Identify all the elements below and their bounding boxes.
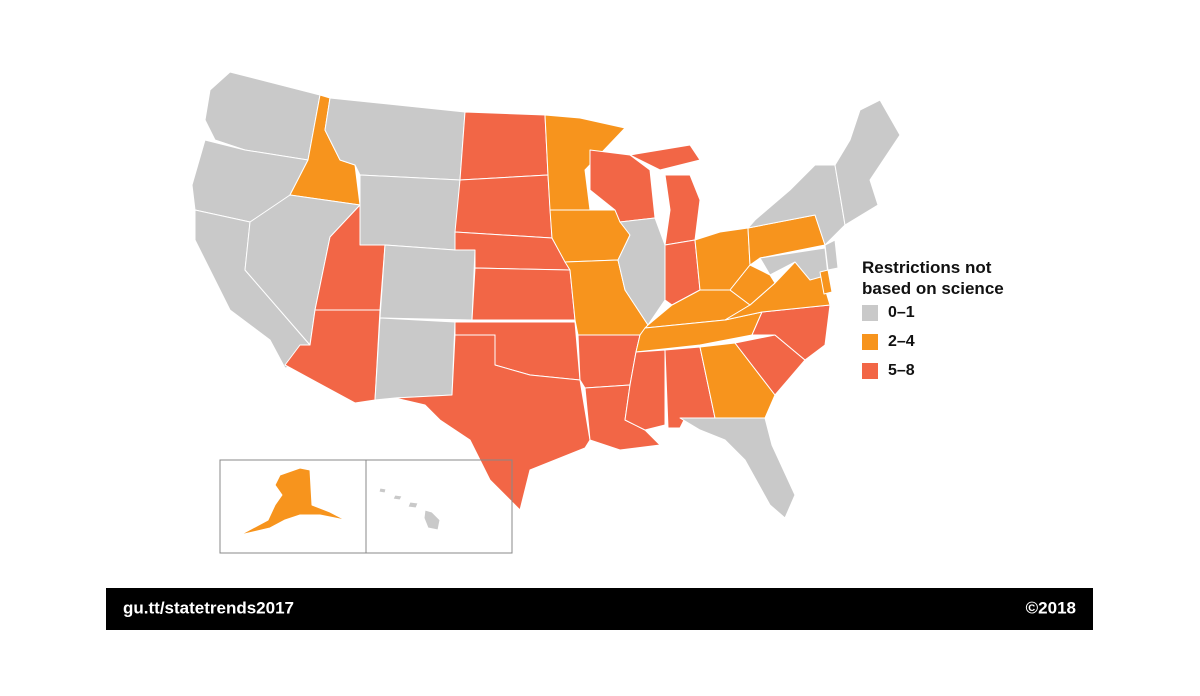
- legend-title: based on science: [862, 279, 1004, 298]
- legend-swatch: [862, 305, 878, 321]
- inset-alaska: [219, 459, 367, 554]
- state: [699, 342, 776, 419]
- legend-label: 5–8: [888, 362, 915, 379]
- state: [834, 99, 901, 226]
- state: [378, 487, 387, 494]
- state: [407, 501, 419, 509]
- legend-swatch: [862, 334, 878, 350]
- state: [459, 111, 549, 181]
- state: [454, 174, 553, 239]
- state: [629, 144, 701, 171]
- us-map: [191, 71, 901, 519]
- state: [374, 317, 456, 401]
- legend-swatch: [862, 363, 878, 379]
- state: [824, 239, 839, 271]
- state: [394, 334, 591, 511]
- state: [664, 174, 701, 246]
- legend-label: 0–1: [888, 304, 915, 321]
- footer-url: gu.tt/statetrends2017: [123, 598, 294, 617]
- state: [379, 244, 476, 321]
- inset-hawaii: [365, 459, 513, 554]
- state: [679, 417, 796, 519]
- state: [359, 174, 461, 251]
- state: [392, 494, 403, 501]
- state: [544, 114, 626, 211]
- state: [729, 264, 776, 306]
- legend-items: 0–1 2–4 5–8: [862, 304, 915, 379]
- inset-frame: [365, 459, 513, 554]
- footer-copyright: ©2018: [1026, 598, 1076, 617]
- state: [819, 269, 833, 295]
- legend: Restrictions not based on science 0–1 2–4…: [862, 258, 1004, 379]
- footer-bar: [106, 588, 1093, 630]
- state: [471, 267, 576, 321]
- state: [423, 509, 441, 531]
- state: [239, 467, 356, 536]
- legend-label: 2–4: [888, 333, 915, 350]
- legend-title: Restrictions not: [862, 258, 992, 277]
